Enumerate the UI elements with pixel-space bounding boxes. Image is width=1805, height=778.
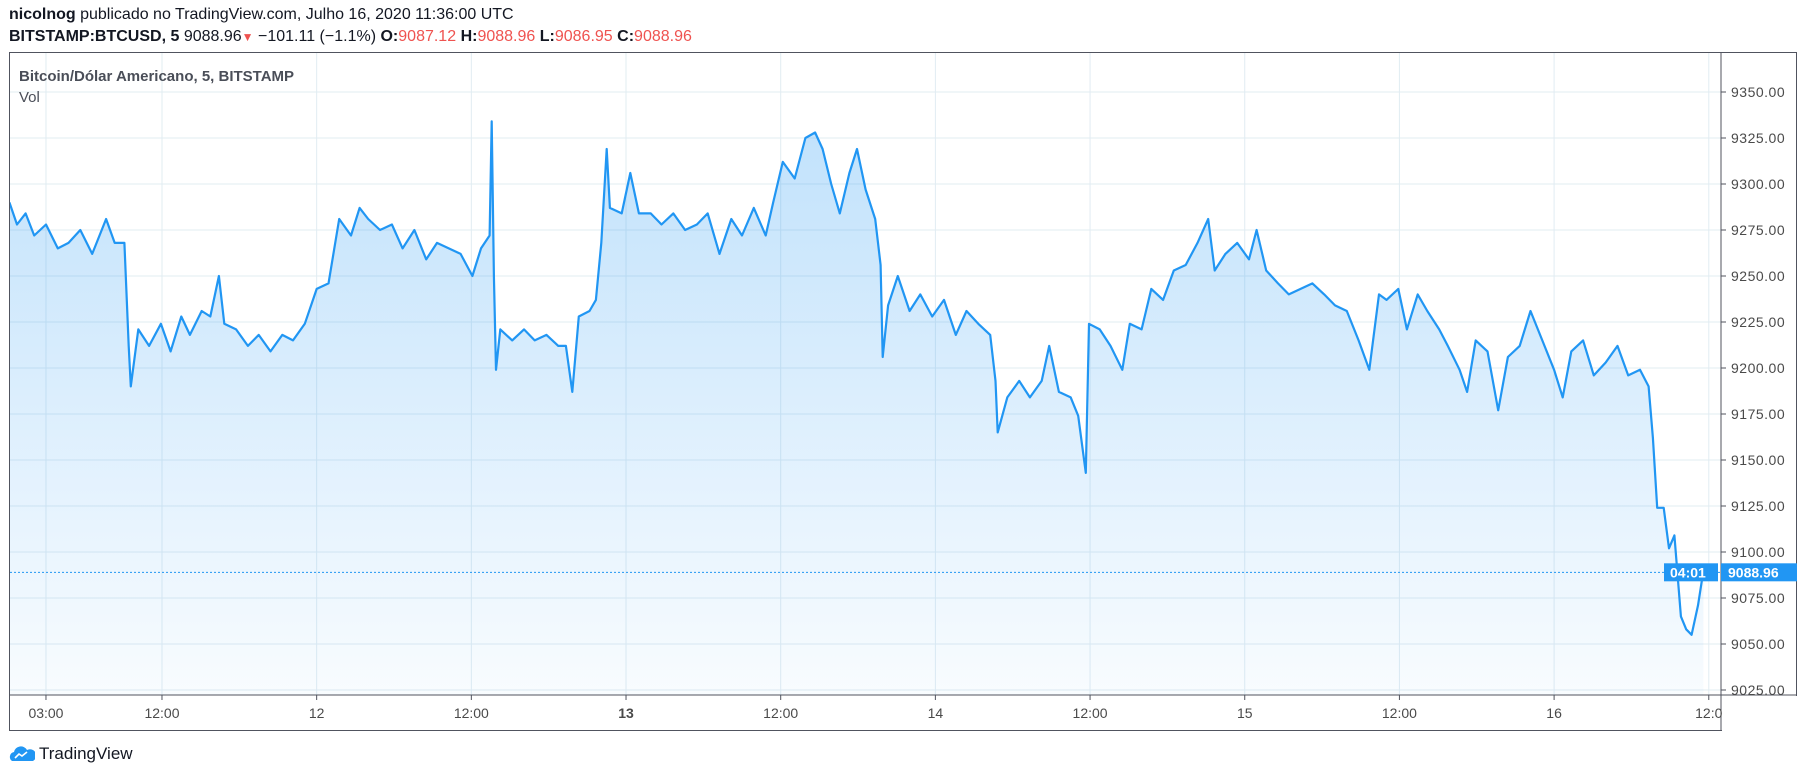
x-tick-label: 16 (1546, 705, 1562, 721)
y-tick-label: 9325.00 (1731, 130, 1785, 146)
chart-frame[interactable] (9, 52, 1797, 731)
y-tick-label: 9275.00 (1731, 222, 1785, 238)
low-value: 9086.95 (554, 28, 613, 45)
open-label: O: (380, 28, 399, 45)
x-tick-label: 12:00 (763, 705, 798, 721)
open-value: 9087.12 (398, 28, 457, 45)
y-tick-label: 9125.00 (1731, 498, 1785, 514)
x-tick-label: 12:0 (1695, 705, 1722, 721)
volume-label: Vol (19, 89, 40, 106)
close-value: 9088.96 (634, 28, 692, 45)
y-tick-label: 9150.00 (1731, 452, 1785, 468)
y-tick-label: 9175.00 (1731, 406, 1785, 422)
x-tick-label: 12:00 (454, 705, 489, 721)
y-tick-label: 9250.00 (1731, 268, 1785, 284)
y-tick-label: 9075.00 (1731, 590, 1785, 606)
y-tick-label: 9350.00 (1731, 84, 1785, 100)
high-value: 9088.96 (477, 28, 536, 45)
countdown-badge (1664, 563, 1718, 582)
triangle-down-icon: ▼ (241, 30, 254, 44)
author-name[interactable]: nicolnog (9, 6, 76, 23)
price-area-fill (10, 121, 1704, 695)
x-tick-label: 15 (1237, 705, 1253, 721)
last-price-badge (1721, 563, 1797, 582)
y-tick-label: 9300.00 (1731, 176, 1785, 192)
x-tick-label: 12:00 (1382, 705, 1417, 721)
x-tick-label: 03:00 (28, 705, 63, 721)
y-tick-label: 9100.00 (1731, 544, 1785, 560)
x-tick-label: 14 (928, 705, 944, 721)
ohlc-legend: BITSTAMP:BTCUSD, 5 9088.96▼ −101.11 (−1.… (9, 28, 692, 46)
logo-text: TradingView (39, 744, 133, 763)
last-price-badge-text: 9088.96 (1728, 564, 1779, 580)
cloud-logo-icon (9, 746, 35, 761)
published-text: publicado no TradingView.com, Julho 16, … (80, 6, 514, 23)
publication-info: nicolnog publicado no TradingView.com, J… (9, 6, 514, 24)
last-price: 9088.96 (183, 28, 242, 45)
axis-corner (1722, 696, 1797, 731)
x-tick-label: 12 (309, 705, 325, 721)
y-tick-label: 9225.00 (1731, 314, 1785, 330)
price-change: −101.11 (−1.1%) (258, 28, 377, 45)
countdown-badge-text: 04:01 (1670, 564, 1706, 580)
x-tick-label: 13 (618, 705, 634, 721)
tradingview-logo[interactable]: TradingView (9, 744, 133, 764)
y-tick-label: 9025.00 (1731, 682, 1785, 698)
y-tick-label: 9200.00 (1731, 360, 1785, 376)
x-tick-label: 12:00 (144, 705, 179, 721)
x-tick-label: 12:00 (1073, 705, 1108, 721)
high-label: H: (460, 28, 478, 45)
y-tick-label: 9050.00 (1731, 636, 1785, 652)
chart-title: Bitcoin/Dólar Americano, 5, BITSTAMP (19, 68, 295, 85)
symbol-label: BITSTAMP:BTCUSD, 5 (9, 28, 180, 45)
low-label: L: (539, 28, 555, 45)
close-label: C: (617, 28, 635, 45)
